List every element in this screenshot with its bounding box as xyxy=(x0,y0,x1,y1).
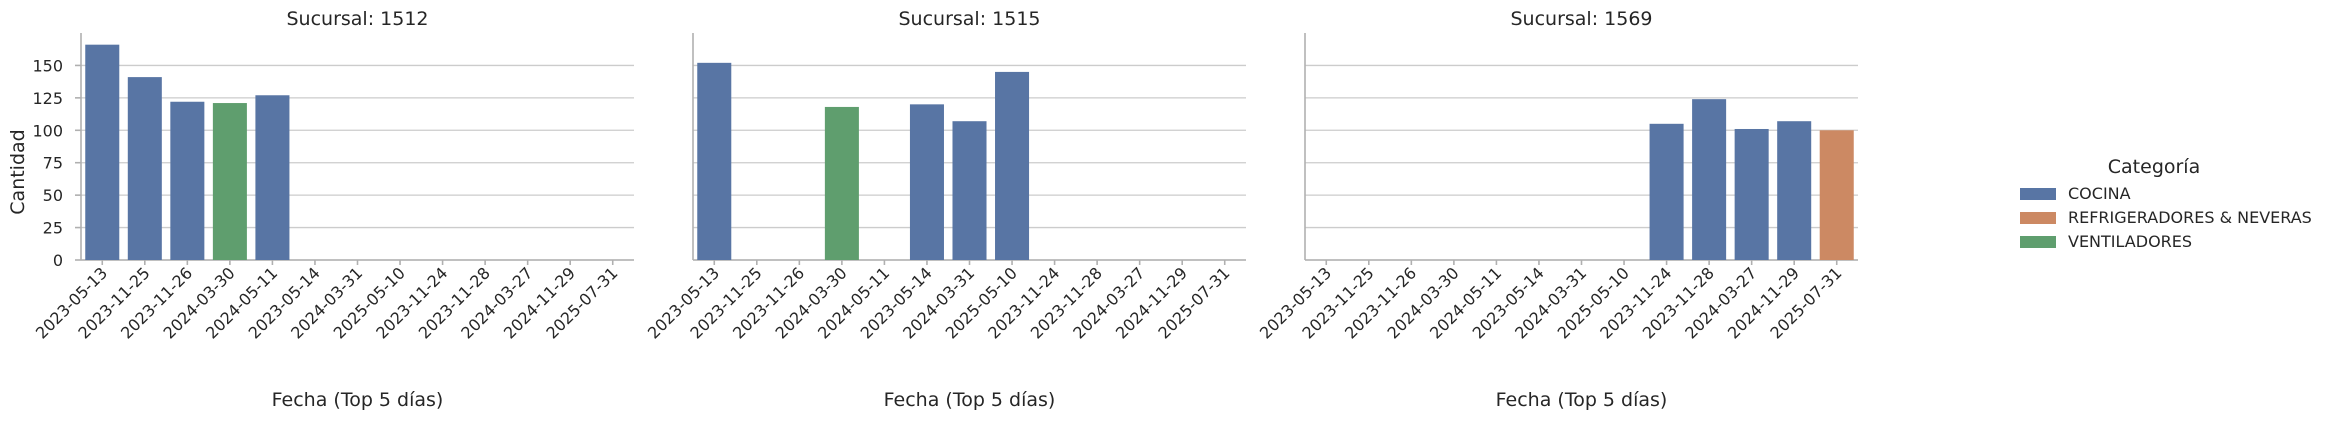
panel-title: Sucursal: 1515 xyxy=(898,8,1040,30)
legend-swatch xyxy=(2020,212,2056,224)
bar xyxy=(909,104,944,260)
bar xyxy=(1777,121,1812,260)
chart-panels: 0 25 50 75 100 125 150 2023-05-132023-11-252023… xyxy=(32,8,1858,411)
bar xyxy=(85,44,120,260)
legend-label: VENTILADORES xyxy=(2068,232,2192,251)
legend-title: Categoría xyxy=(2108,156,2200,178)
bar xyxy=(1649,123,1684,260)
bar xyxy=(127,77,162,260)
facet-panel: 2023-05-132023-11-252023-11-262024-03-30… xyxy=(1256,8,1858,411)
panel-title: Sucursal: 1512 xyxy=(286,8,428,30)
y-tick-label: 125 xyxy=(32,89,63,108)
bar xyxy=(995,71,1030,261)
x-axis-label: Fecha (Top 5 días) xyxy=(272,389,444,411)
y-tick-label: 0 xyxy=(53,251,63,270)
legend-label: COCINA xyxy=(2068,184,2131,203)
legend-swatch xyxy=(2020,236,2056,248)
y-tick-label: 25 xyxy=(43,219,63,238)
y-tick-label: 50 xyxy=(43,186,63,205)
legend: Categoría COCINA REFRIGERADORES & NEVERAS… xyxy=(2020,156,2312,251)
bar xyxy=(1734,128,1769,260)
y-tick-label: 75 xyxy=(43,154,63,173)
bar xyxy=(255,95,290,261)
legend-swatch xyxy=(2020,188,2056,200)
bar xyxy=(1819,130,1854,260)
bar xyxy=(697,62,732,260)
bar xyxy=(170,101,205,261)
bar xyxy=(1692,99,1727,260)
x-axis-label: Fecha (Top 5 días) xyxy=(1496,389,1668,411)
y-tick-label: 100 xyxy=(32,121,63,140)
facet-panel: 2023-05-132023-11-252023-11-262024-03-30… xyxy=(644,8,1246,411)
y-axis-label: Cantidad xyxy=(7,129,29,214)
legend-label: REFRIGERADORES & NEVERAS xyxy=(2068,208,2312,227)
legend-items: COCINA REFRIGERADORES & NEVERAS VENTILADOR… xyxy=(2020,184,2312,251)
bar xyxy=(824,106,859,261)
y-tick-label: 150 xyxy=(32,56,63,75)
facet-panel: 02550751001251502023-05-132023-11-252023… xyxy=(32,8,634,411)
bar xyxy=(212,103,247,260)
bar xyxy=(952,121,987,260)
x-axis-label: Fecha (Top 5 días) xyxy=(884,389,1056,411)
panel-title: Sucursal: 1569 xyxy=(1510,8,1652,30)
